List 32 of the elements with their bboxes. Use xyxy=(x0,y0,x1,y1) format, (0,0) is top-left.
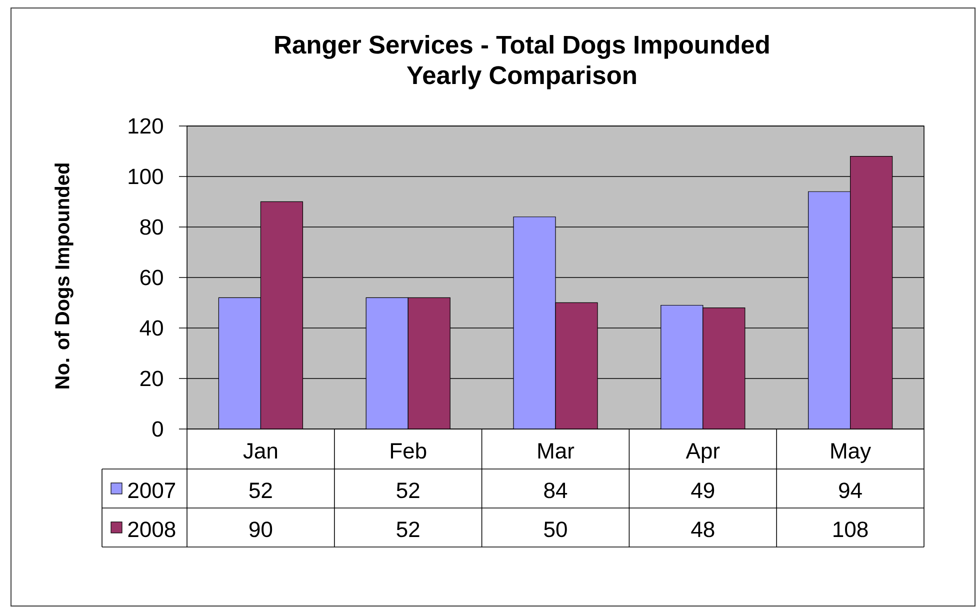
x-tick-label: May xyxy=(831,443,872,464)
legend-label: 2008 xyxy=(128,522,176,538)
x-tick-label: Apr xyxy=(686,443,720,464)
y-tick-label: 80 xyxy=(140,219,163,235)
chart-subtitle: Yearly Comparison xyxy=(406,66,636,90)
legend-label: 2007 xyxy=(128,482,176,498)
y-tick-label: 40 xyxy=(140,320,163,336)
y-tick-label: 60 xyxy=(140,270,163,286)
bar xyxy=(850,156,893,429)
bar xyxy=(260,201,304,429)
bar xyxy=(408,297,450,429)
chart-title: Ranger Services - Total Dogs Impounded xyxy=(275,35,769,59)
data-label: 52 xyxy=(396,522,420,538)
y-tick-label: 120 xyxy=(128,118,163,134)
y-tick-label: 100 xyxy=(128,168,163,184)
data-label: 52 xyxy=(249,482,272,498)
bar xyxy=(702,307,746,429)
x-tick-label: Feb xyxy=(390,442,426,459)
data-label: 49 xyxy=(691,482,714,498)
x-tick-label: Jan xyxy=(243,443,278,459)
data-label: 90 xyxy=(250,522,272,538)
data-label: 108 xyxy=(834,522,868,538)
data-label: 94 xyxy=(839,482,862,498)
data-label: 84 xyxy=(544,482,568,498)
y-tick-label: 0 xyxy=(152,421,163,437)
y-tick-label: 20 xyxy=(140,370,163,386)
x-tick-label: Mar xyxy=(538,443,574,459)
data-label: 50 xyxy=(544,522,567,538)
data-label: 48 xyxy=(691,522,714,538)
y-axis-title: No. of Dogs Impounded xyxy=(54,164,74,388)
bar xyxy=(555,302,598,429)
data-label: 52 xyxy=(396,482,420,498)
